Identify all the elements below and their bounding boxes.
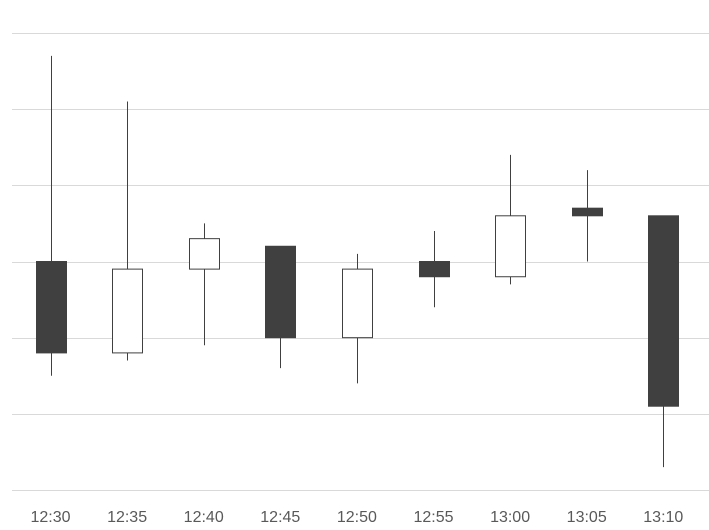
candle-body-down	[648, 215, 679, 407]
x-tick-label: 12:50	[337, 509, 377, 526]
candle-body-down	[572, 207, 603, 217]
candle-1305	[572, 170, 603, 262]
candle-1240	[189, 223, 220, 346]
candle-1255	[419, 231, 450, 308]
candle-body-down	[36, 261, 67, 354]
candle-body-down	[265, 245, 296, 339]
x-tick-label: 12:55	[413, 509, 453, 526]
candles	[36, 55, 679, 468]
candle-1310	[648, 215, 679, 468]
x-axis-labels: 12:30 12:35 12:40 12:45 12:50 12:55 13:00 13:05…	[30, 509, 683, 526]
candle-1245	[265, 245, 296, 369]
candle-body-up	[495, 215, 526, 278]
candle-1250	[342, 253, 373, 384]
gridlines	[12, 33, 709, 491]
candle-1300	[495, 154, 526, 285]
candle-body-up	[342, 268, 373, 339]
x-tick-label: 13:05	[567, 509, 607, 526]
candle-1235	[112, 101, 143, 361]
x-tick-label: 12:40	[184, 509, 224, 526]
x-tick-label: 13:00	[490, 509, 530, 526]
candle-body-up	[112, 268, 143, 354]
x-tick-label: 12:35	[107, 509, 147, 526]
candle-1230	[36, 55, 67, 376]
x-tick-label: 12:45	[260, 509, 300, 526]
x-tick-label: 12:30	[30, 509, 70, 526]
candle-body-down	[419, 261, 450, 278]
candle-body-up	[189, 238, 220, 270]
x-tick-label: 13:10	[643, 509, 683, 526]
